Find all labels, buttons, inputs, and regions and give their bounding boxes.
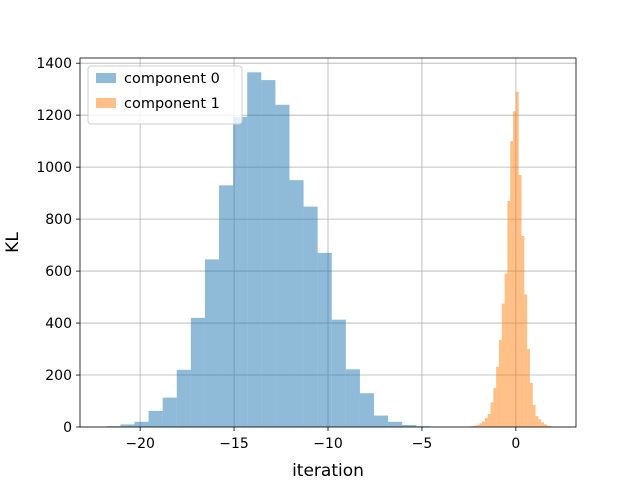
- y-tick-label-400: 400: [45, 316, 72, 332]
- y-tick-label-0: 0: [63, 420, 72, 436]
- bar-component-1-6: [484, 417, 488, 427]
- bar-component-1-10: [496, 366, 499, 427]
- bar-component-0-12: [275, 104, 290, 427]
- bar-component-1-23: [532, 404, 536, 427]
- ticks: −20 −15 −10 −5 0 0 200 400 600 800 1000 1200 1400: [36, 56, 520, 452]
- y-tick-label-1000: 1000: [36, 160, 72, 176]
- bar-component-1-5: [482, 421, 485, 427]
- x-axis-label: iteration: [292, 461, 364, 480]
- bar-component-0-3: [148, 410, 163, 427]
- bar-component-1-9: [493, 388, 497, 427]
- legend-box: [87, 65, 243, 125]
- bar-component-1-15: [510, 141, 514, 428]
- bar-component-0-8: [219, 185, 234, 427]
- bar-component-1-19: [521, 236, 525, 427]
- bar-component-0-1: [120, 424, 135, 427]
- bar-component-0-4: [162, 397, 177, 427]
- x-tick-label-10: −10: [313, 436, 343, 452]
- bar-component-0-16: [331, 319, 346, 427]
- bar-component-1-28: [546, 425, 550, 427]
- legend-label-component-0: component 0: [124, 71, 220, 87]
- legend-swatch-component-0: [96, 73, 116, 83]
- y-tick-label-1200: 1200: [36, 108, 72, 124]
- x-tick-label-20: −20: [125, 436, 155, 452]
- bar-component-1-24: [535, 416, 539, 427]
- x-tick-label-15: −15: [219, 436, 249, 452]
- legend-label-component-1: component 1: [124, 96, 220, 112]
- y-tick-label-800: 800: [45, 212, 72, 228]
- bar-component-1-13: [504, 273, 508, 427]
- bar-component-1-17: [515, 91, 519, 428]
- legend: component 0 component 1: [87, 65, 243, 125]
- bar-component-1-25: [538, 419, 542, 427]
- bar-component-1-11: [498, 339, 502, 427]
- bar-component-0-21: [402, 424, 417, 427]
- bar-component-1-22: [529, 382, 533, 427]
- bar-component-1-8: [490, 402, 494, 427]
- bar-component-0-7: [204, 259, 220, 427]
- bar-component-1-12: [501, 303, 505, 427]
- bar-component-0-6: [190, 317, 205, 427]
- bar-component-0-14: [303, 206, 318, 427]
- bar-component-1-26: [541, 422, 545, 427]
- legend-swatch-component-1: [96, 98, 116, 108]
- bar-component-0-10: [247, 72, 262, 428]
- y-tick-label-1400: 1400: [36, 56, 72, 72]
- x-tick-label-0: 0: [511, 436, 520, 452]
- bar-component-0-9: [233, 116, 248, 427]
- x-tick-label-5: −5: [412, 436, 433, 452]
- bars: [106, 72, 553, 428]
- bar-component-1-21: [527, 349, 530, 427]
- bar-component-1-18: [518, 174, 522, 427]
- y-axis-label: KL: [3, 232, 23, 253]
- bar-component-1-4: [479, 423, 483, 427]
- bar-component-0-11: [261, 80, 276, 428]
- bar-component-1-27: [544, 424, 547, 427]
- bar-component-1-3: [476, 424, 480, 427]
- y-tick-label-200: 200: [45, 368, 72, 384]
- bar-component-0-5: [176, 369, 191, 427]
- bar-component-0-20: [388, 421, 403, 427]
- bar-component-0-15: [317, 252, 332, 427]
- bar-component-1-20: [524, 294, 528, 427]
- bar-component-0-2: [134, 421, 149, 427]
- bar-component-1-16: [513, 111, 516, 428]
- bar-component-0-19: [374, 415, 389, 427]
- bar-component-1-2: [473, 425, 477, 427]
- bar-component-1-14: [507, 200, 511, 427]
- bar-component-0-13: [289, 180, 304, 427]
- bar-component-0-17: [345, 369, 360, 427]
- bar-component-0-18: [359, 393, 375, 427]
- y-tick-label-600: 600: [45, 264, 72, 280]
- bar-component-1-7: [487, 414, 491, 427]
